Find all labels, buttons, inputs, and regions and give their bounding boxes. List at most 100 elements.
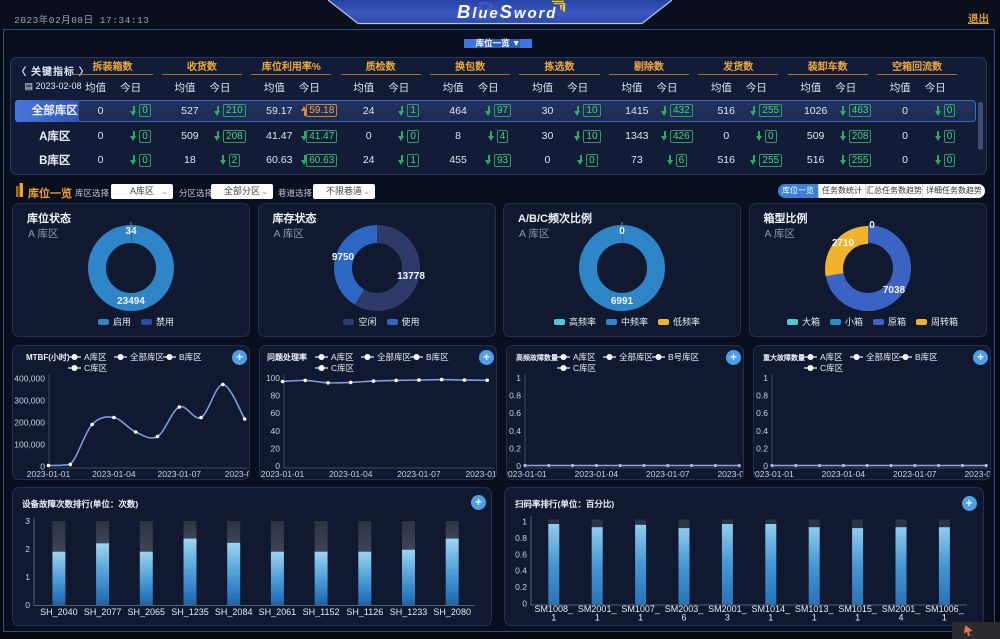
svg-text:2710: 2710	[831, 238, 854, 249]
svg-text:SM1006_: SM1006_	[925, 604, 965, 614]
svg-text:0: 0	[763, 461, 768, 471]
svg-text:9750: 9750	[331, 252, 354, 263]
svg-text:200,000: 200,000	[14, 418, 45, 428]
svg-text:问题处理率: 问题处理率	[267, 352, 307, 362]
svg-text:2023-01-07: 2023-01-07	[646, 469, 690, 479]
svg-text:C库区: C库区	[331, 363, 355, 373]
svg-text:SH_2061: SH_2061	[259, 607, 297, 617]
svg-text:0: 0	[40, 462, 45, 472]
svg-text:SH_1126: SH_1126	[346, 607, 383, 617]
svg-text:SM1014_: SM1014_	[751, 604, 791, 614]
svg-text:重大故障数量: 重大故障数量	[763, 353, 805, 362]
svg-text:SM2001_: SM2001_	[881, 604, 921, 614]
svg-text:2023-01-07: 2023-01-07	[893, 469, 937, 479]
svg-text:B库区: B库区	[426, 352, 449, 362]
svg-text:B: B	[475, 0, 494, 26]
svg-text:3: 3	[724, 613, 729, 623]
svg-text:0.8: 0.8	[509, 391, 521, 401]
svg-text:2023-01-10: 2023-01-10	[225, 469, 250, 479]
svg-text:A库区: A库区	[820, 352, 843, 362]
svg-text:2023-01-10: 2023-01-10	[717, 469, 744, 479]
svg-text:1: 1	[811, 613, 816, 623]
svg-text:扫码率排行(单位：百分比): 扫码率排行(单位：百分比)	[515, 499, 614, 509]
svg-text:SH_2084: SH_2084	[215, 607, 253, 617]
svg-text:2023-01-10: 2023-01-10	[964, 469, 991, 479]
svg-text:0: 0	[516, 461, 521, 471]
svg-text:1: 1	[594, 613, 599, 623]
svg-text:6991: 6991	[611, 296, 634, 307]
svg-text:SH_2077: SH_2077	[84, 607, 122, 617]
svg-text:80: 80	[271, 391, 281, 401]
svg-text:1: 1	[516, 373, 521, 383]
svg-text:0.6: 0.6	[756, 408, 768, 418]
svg-text:SH_1235: SH_1235	[171, 607, 209, 617]
svg-text:MTBF(小时): MTBF(小时)	[26, 352, 70, 362]
svg-text:1: 1	[551, 613, 556, 623]
svg-text:SH_2040: SH_2040	[40, 607, 78, 617]
svg-text:34: 34	[125, 226, 137, 237]
svg-text:0: 0	[25, 600, 30, 610]
svg-text:0.2: 0.2	[509, 443, 521, 453]
svg-text:2023-01-07: 2023-01-07	[158, 469, 202, 479]
svg-text:0.4: 0.4	[509, 426, 521, 436]
svg-text:1: 1	[941, 613, 946, 623]
svg-text:2023-01-04: 2023-01-04	[329, 469, 373, 479]
svg-text:SM1007_: SM1007_	[621, 604, 661, 614]
svg-text:0: 0	[275, 461, 280, 471]
svg-text:40: 40	[271, 426, 281, 436]
svg-text:B库区: B库区	[915, 352, 938, 362]
svg-text:0.6: 0.6	[515, 549, 527, 559]
svg-text:300,000: 300,000	[14, 396, 45, 406]
svg-text:全部库区: 全部库区	[130, 352, 165, 362]
svg-text:B库区: B库区	[179, 352, 202, 362]
svg-text:A库区: A库区	[573, 352, 596, 362]
svg-text:2023-01-07: 2023-01-07	[397, 469, 441, 479]
svg-text:3: 3	[25, 516, 30, 526]
svg-text:1: 1	[638, 613, 643, 623]
svg-text:0.6: 0.6	[509, 408, 521, 418]
svg-text:1: 1	[25, 572, 30, 582]
svg-text:400,000: 400,000	[14, 374, 45, 384]
svg-text:C库区: C库区	[820, 363, 844, 373]
svg-text:C库区: C库区	[573, 363, 597, 373]
svg-text:6: 6	[681, 613, 686, 623]
svg-text:1: 1	[522, 517, 527, 527]
svg-text:设备故障次数排行(单位：次数): 设备故障次数排行(单位：次数)	[22, 499, 138, 509]
svg-text:13778: 13778	[397, 271, 425, 282]
svg-text:2023-01-01: 2023-01-01	[27, 469, 71, 479]
svg-text:1: 1	[763, 373, 768, 383]
svg-text:0.8: 0.8	[515, 533, 527, 543]
svg-text:SM1015_: SM1015_	[838, 604, 878, 614]
svg-text:0.4: 0.4	[515, 566, 527, 576]
svg-text:1: 1	[768, 613, 773, 623]
svg-text:高频故障数量: 高频故障数量	[516, 353, 558, 362]
svg-text:0: 0	[869, 220, 875, 231]
svg-text:SH_2065: SH_2065	[128, 607, 166, 617]
svg-text:2023-01-01: 2023-01-01	[261, 469, 305, 479]
svg-text:23494: 23494	[117, 296, 145, 307]
svg-text:SH_1152: SH_1152	[303, 607, 340, 617]
svg-text:SH_1233: SH_1233	[390, 607, 428, 617]
svg-text:1: 1	[855, 613, 860, 623]
svg-text:100: 100	[266, 373, 280, 383]
svg-text:SM1008_: SM1008_	[534, 604, 574, 614]
svg-text:SH_2080: SH_2080	[433, 607, 471, 617]
svg-text:全部库区: 全部库区	[377, 352, 412, 362]
svg-text:2023-01-04: 2023-01-04	[822, 469, 866, 479]
svg-text:0.4: 0.4	[756, 426, 768, 436]
svg-text:0: 0	[619, 226, 625, 237]
svg-text:C库区: C库区	[84, 363, 108, 373]
svg-text:2023-01-10: 2023-01-10	[465, 469, 497, 479]
svg-text:A库区: A库区	[331, 352, 354, 362]
svg-text:2: 2	[25, 544, 30, 554]
svg-text:4: 4	[898, 613, 903, 623]
svg-text:SM1013_: SM1013_	[794, 604, 834, 614]
svg-text:SM2003_: SM2003_	[664, 604, 704, 614]
svg-text:0.8: 0.8	[756, 391, 768, 401]
svg-text:20: 20	[271, 443, 281, 453]
svg-text:100,000: 100,000	[14, 440, 45, 450]
svg-text:2023-01-04: 2023-01-04	[575, 469, 619, 479]
svg-text:全部库区: 全部库区	[619, 352, 654, 362]
svg-text:0.2: 0.2	[515, 582, 527, 592]
svg-text:60: 60	[271, 408, 281, 418]
